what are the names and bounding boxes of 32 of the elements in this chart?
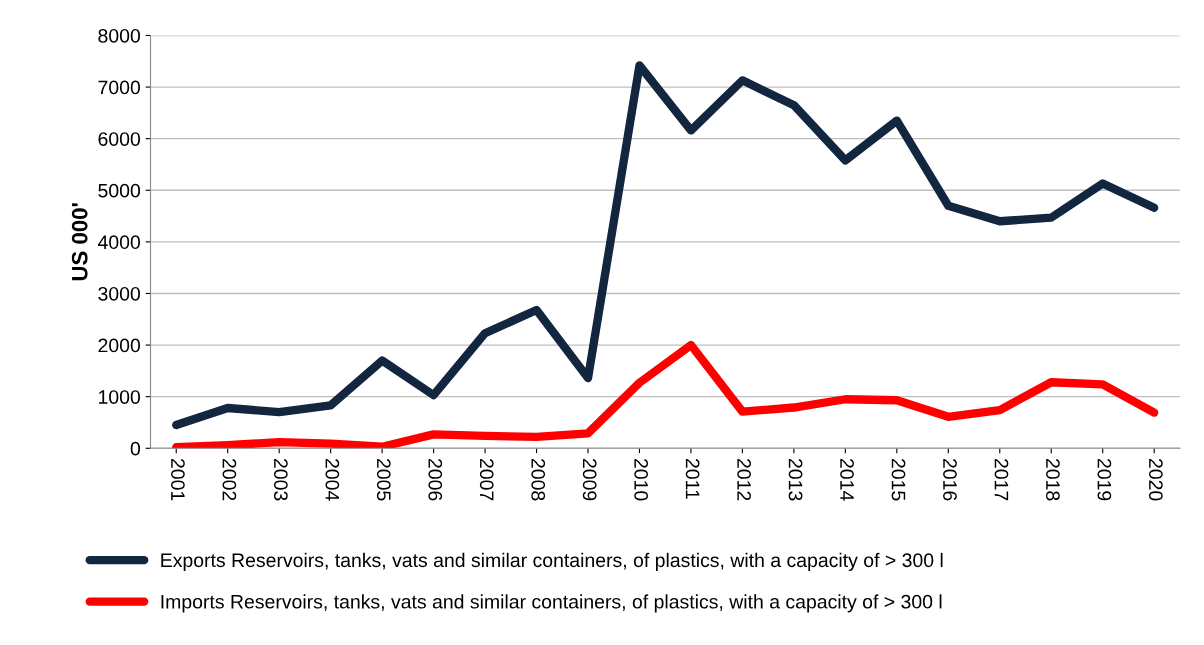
y-tick-label: 3000 — [98, 286, 141, 301]
x-tick-label: 2019 — [1097, 458, 1112, 501]
x-tick-label: 2015 — [891, 458, 906, 501]
x-tick-label: 2009 — [582, 458, 597, 501]
x-tick-label: 2004 — [325, 458, 340, 501]
x-tick-label: 2003 — [273, 458, 288, 501]
y-tick-label: 5000 — [98, 183, 141, 198]
x-tick-label: 2018 — [1046, 458, 1060, 501]
x-tick-label: 2017 — [994, 458, 1009, 501]
x-tick-label: 2011 — [685, 458, 700, 499]
x-tick-label: 2012 — [737, 458, 751, 501]
x-tick-label: 2010 — [634, 458, 649, 501]
x-tick-label: 2006 — [428, 458, 443, 501]
x-tick-label: 2020 — [1148, 458, 1163, 501]
x-tick-label: 2002 — [222, 458, 237, 501]
x-tick-label: 2005 — [376, 458, 391, 501]
y-tick-label: 8000 — [98, 28, 141, 43]
x-tick-label: 2007 — [479, 458, 494, 501]
x-tick-label: 2016 — [943, 458, 957, 501]
y-tick-label: 6000 — [98, 132, 141, 146]
x-tick-label: 2013 — [788, 458, 803, 501]
y-axis-title: US 000' — [71, 203, 88, 281]
y-tick-label: 0 — [130, 441, 141, 456]
x-tick-label: 2014 — [840, 458, 854, 501]
legend-label: Exports Reservoirs, tanks, vats and similar containers, of plastics, with a capacity of > 300 l — [161, 552, 943, 571]
y-tick-label: 2000 — [98, 338, 141, 353]
x-tick-label: 2008 — [531, 458, 546, 501]
y-tick-label: 1000 — [99, 390, 141, 404]
y-tick-label: 7000 — [98, 80, 141, 95]
y-tick-label: 4000 — [97, 235, 141, 250]
legend-label: Imports Reservoirs, tanks, vats and similar containers, of plastics, with a capacity of > 300 l — [161, 594, 942, 613]
x-tick-label: 2001 — [171, 458, 185, 501]
